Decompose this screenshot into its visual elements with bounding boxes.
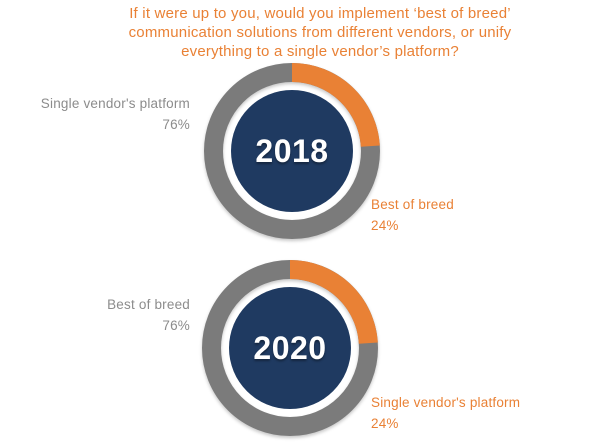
label-2020-single-vendor-percent: 24% (371, 416, 399, 431)
donut-2018-rings (204, 63, 380, 239)
donut-2018-minority-arc (204, 63, 380, 239)
label-2018-single-vendor: Single vendor's platform 76% (41, 93, 190, 135)
donut-2018-center-disc (231, 90, 353, 212)
donut-chart-2018-svg: 2018 (204, 63, 380, 239)
label-2018-best-of-breed: Best of breed 24% (371, 194, 454, 236)
label-2020-best-of-breed: Best of breed 76% (107, 294, 190, 336)
label-2020-single-vendor: Single vendor's platform 24% (371, 392, 520, 434)
label-2020-best-of-breed-text: Best of breed (107, 297, 190, 312)
donut-2020-minority-arc (202, 260, 378, 436)
donut-2020-center-disc (229, 287, 351, 409)
label-2020-best-of-breed-percent: 76% (162, 318, 190, 333)
chart-title-line-2: communication solutions from different v… (128, 24, 512, 41)
donut-2018-center-label: 2018 (255, 133, 328, 169)
donut-2020-rings (202, 260, 378, 436)
label-2018-single-vendor-percent: 76% (162, 117, 190, 132)
label-2020-single-vendor-text: Single vendor's platform (371, 395, 521, 410)
chart-title-line-1: If it were up to you, would you implemen… (129, 5, 511, 22)
chart-title: If it were up to you, would you implemen… (40, 4, 600, 61)
label-2018-best-of-breed-percent: 24% (371, 218, 399, 233)
label-2018-single-vendor-text: Single vendor's platform (40, 96, 190, 111)
label-2018-best-of-breed-text: Best of breed (371, 197, 454, 212)
donut-chart-2020-svg: 2020 (202, 260, 378, 436)
chart-title-line-3: everything to a single vendor’s platform… (181, 43, 459, 60)
donut-2020-center-label: 2020 (253, 330, 326, 366)
donut-chart-2018: 2018 (192, 51, 392, 256)
donut-chart-2020: 2020 (190, 248, 390, 445)
